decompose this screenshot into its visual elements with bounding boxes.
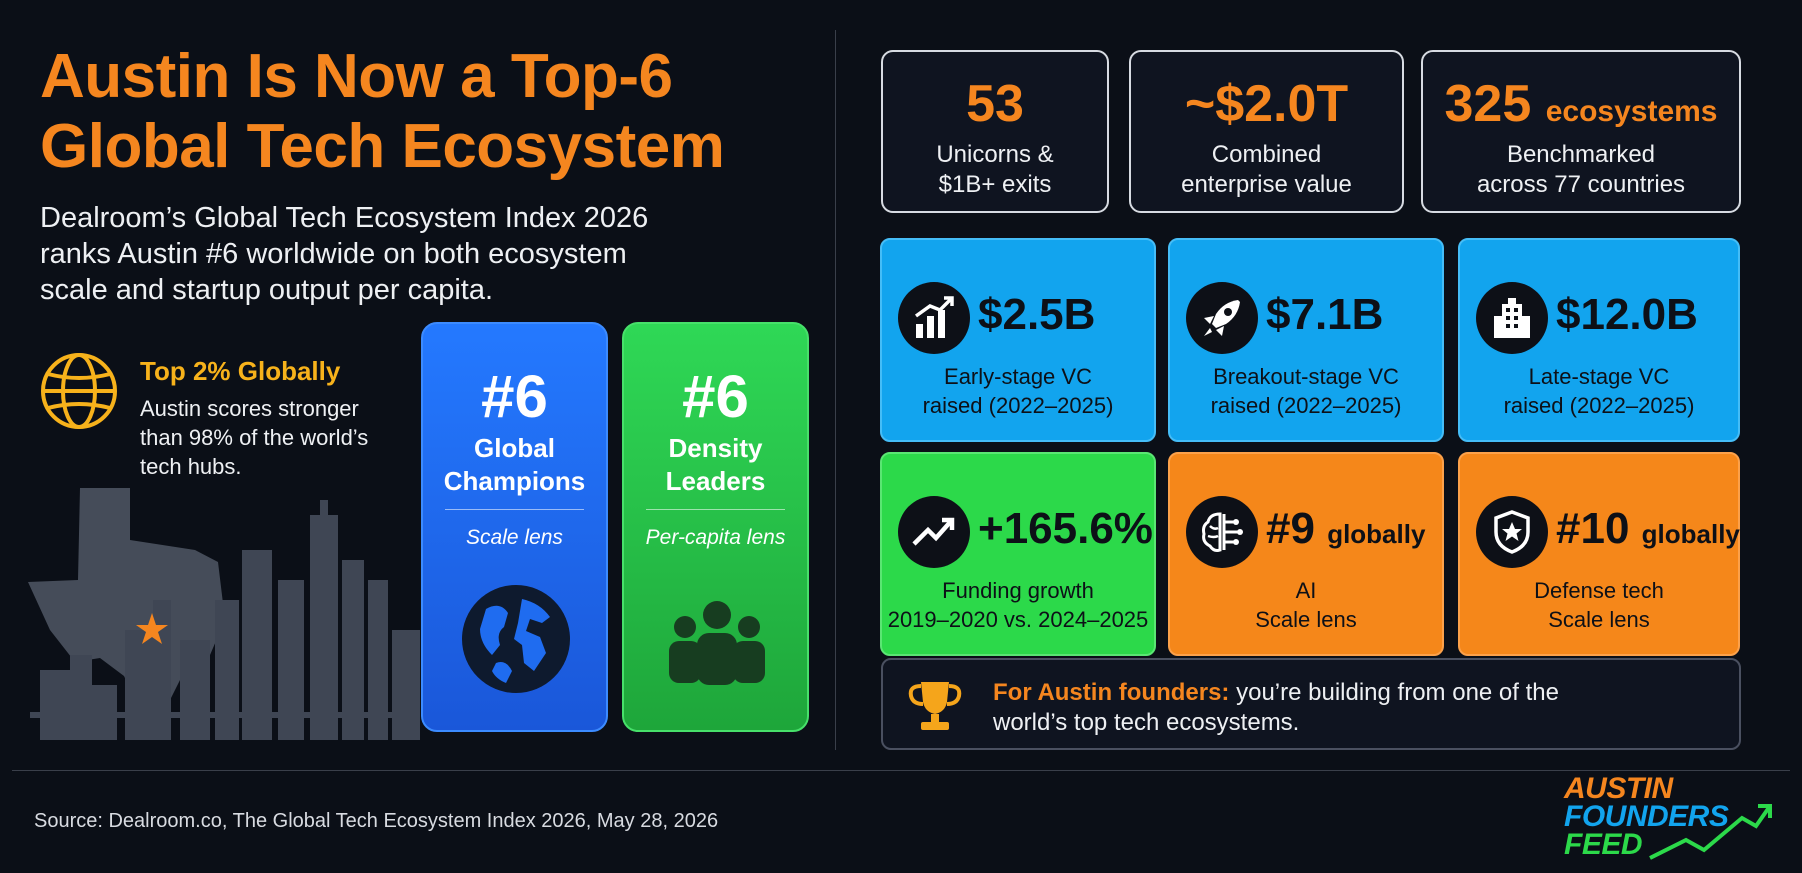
stat-card-ecosystems: 325 ecosystems Benchmarked across 77 cou…	[1421, 50, 1741, 213]
footer-divider	[12, 770, 1790, 771]
bar-chart-icon	[914, 296, 954, 338]
funding-card-breakout-stage: $7.1B Breakout-stage VC raised (2022–202…	[1168, 238, 1444, 442]
shield-star-icon	[1494, 510, 1530, 554]
founders-callout: For Austin founders: you’re building fro…	[881, 658, 1741, 750]
stat-value: 53	[966, 75, 1024, 133]
people-icon	[669, 601, 765, 685]
rank-card-density-leaders: #6 Density Leaders Per-capita lens	[622, 322, 809, 732]
funding-value: #9 globally	[1266, 504, 1426, 553]
stat-description: Combined enterprise value	[1181, 141, 1352, 198]
column-divider	[835, 30, 836, 750]
stat-description: Unicorns & $1B+ exits	[936, 141, 1054, 198]
rank-lens: Per-capita lens	[645, 526, 786, 549]
rank-lens: Scale lens	[466, 526, 563, 549]
austin-star-icon	[136, 613, 168, 644]
building-icon	[1494, 298, 1530, 338]
funding-description: Late-stage VC raised (2022–2025)	[1503, 364, 1695, 418]
funding-description: Defense tech Scale lens	[1534, 578, 1664, 632]
funding-card-growth: +165.6% Funding growth 2019–2020 vs. 202…	[880, 452, 1156, 656]
stat-value: 325 ecosystems	[1444, 75, 1718, 133]
growth-arrow-icon	[1649, 804, 1772, 860]
funding-description: Early-stage VC raised (2022–2025)	[922, 364, 1114, 418]
rank-label: Global Champions	[443, 433, 586, 496]
rank-label: Density Leaders	[665, 433, 766, 496]
rank-card-global-champions: #6 Global Champions Scale lens	[421, 322, 608, 732]
funding-card-late-stage: $12.0B Late-stage VC raised (2022–2025)	[1458, 238, 1740, 442]
funding-value: $7.1B	[1266, 290, 1384, 339]
stat-value: ~$2.0T	[1184, 75, 1349, 133]
divider	[445, 509, 584, 510]
funding-card-ai: #9 globally AI Scale lens	[1168, 452, 1444, 656]
stat-description: Benchmarked across 77 countries	[1476, 141, 1686, 198]
austin-founders-feed-logo: AUSTIN FOUNDERS FEED	[1560, 772, 1780, 864]
founders-text: For Austin founders: you’re building fro…	[993, 679, 1559, 736]
rocket-icon	[1204, 300, 1240, 336]
trend-up-icon	[912, 517, 955, 546]
divider	[646, 509, 785, 510]
stat-card-unicorns: 53 Unicorns & $1B+ exits	[881, 50, 1109, 213]
trophy-icon	[908, 682, 962, 730]
top2-heading: Top 2% Globally	[140, 356, 341, 386]
top2-description: Austin scores stronger than 98% of the w…	[140, 396, 369, 479]
page-subtitle: Dealroom’s Global Tech Ecosystem Index 2…	[40, 202, 649, 306]
page-title: Austin Is Now a Top-6 Global Tech Ecosys…	[40, 42, 725, 181]
funding-description: AI Scale lens	[1255, 578, 1357, 632]
funding-value: #10 globally	[1556, 504, 1740, 553]
funding-card-defense-tech: #10 globally Defense tech Scale lens	[1458, 452, 1740, 656]
source-note: Source: Dealroom.co, The Global Tech Eco…	[34, 810, 719, 832]
stat-card-enterprise-value: ~$2.0T Combined enterprise value	[1129, 50, 1404, 213]
rank-number: #6	[481, 363, 548, 430]
earth-icon	[462, 585, 570, 693]
funding-description: Breakout-stage VC raised (2022–2025)	[1210, 364, 1402, 418]
funding-card-early-stage: $2.5B Early-stage VC raised (2022–2025)	[880, 238, 1156, 442]
funding-value: $12.0B	[1556, 290, 1698, 339]
texas-skyline-illustration	[28, 488, 420, 740]
funding-value: +165.6%	[978, 504, 1153, 553]
funding-description: Funding growth 2019–2020 vs. 2024–2025	[887, 578, 1149, 632]
rank-number: #6	[682, 363, 749, 430]
funding-value: $2.5B	[978, 290, 1096, 339]
globe-icon	[41, 353, 117, 429]
brain-icon	[1202, 512, 1243, 552]
